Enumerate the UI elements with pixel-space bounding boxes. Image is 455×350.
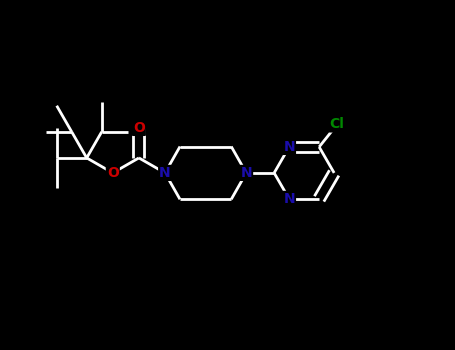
Text: N: N — [283, 140, 295, 154]
Text: Cl: Cl — [330, 118, 344, 132]
Text: O: O — [133, 121, 145, 135]
Text: N: N — [159, 166, 171, 180]
Text: O: O — [107, 166, 119, 180]
Text: N: N — [283, 192, 295, 206]
Text: N: N — [240, 166, 252, 180]
